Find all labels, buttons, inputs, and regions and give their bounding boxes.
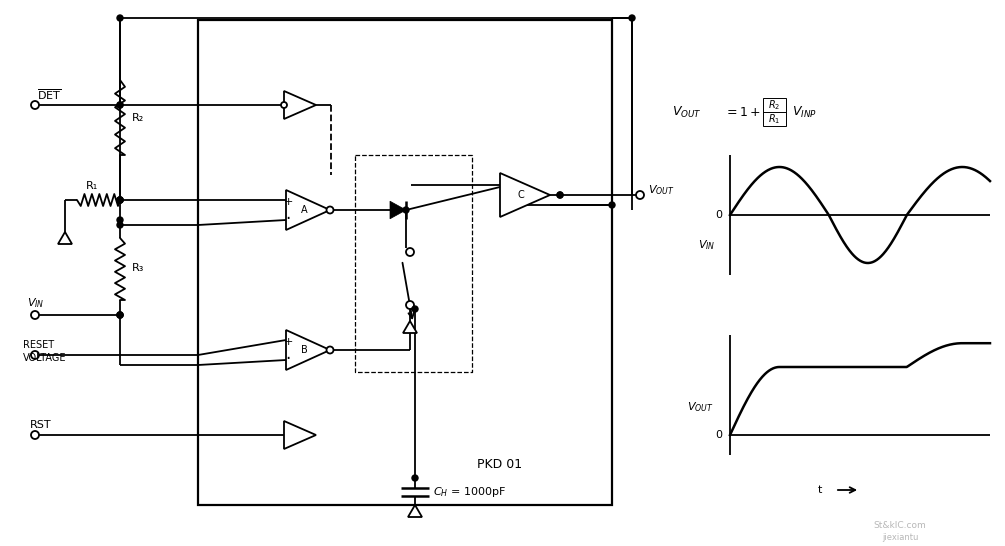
- Text: R₁: R₁: [85, 181, 98, 191]
- Text: RESET: RESET: [23, 340, 54, 350]
- Text: $V_{IN}$: $V_{IN}$: [698, 238, 716, 252]
- Circle shape: [609, 202, 615, 208]
- Circle shape: [117, 15, 123, 21]
- Circle shape: [117, 222, 123, 228]
- Text: $R_1$: $R_1$: [768, 112, 780, 126]
- Text: A: A: [300, 205, 308, 215]
- Polygon shape: [286, 190, 330, 230]
- Circle shape: [406, 301, 414, 309]
- Text: $V_{OUT}$: $V_{OUT}$: [672, 104, 701, 120]
- Circle shape: [281, 102, 287, 108]
- Text: R₂: R₂: [132, 113, 145, 123]
- Text: ·: ·: [285, 350, 290, 368]
- Text: 0: 0: [715, 210, 722, 220]
- Polygon shape: [500, 173, 550, 217]
- Circle shape: [117, 197, 123, 203]
- Circle shape: [117, 102, 123, 108]
- Text: St&kIC.com: St&kIC.com: [873, 520, 927, 530]
- Polygon shape: [390, 201, 406, 219]
- Text: $V_{OUT}$: $V_{OUT}$: [648, 183, 674, 197]
- Text: jiexiantu: jiexiantu: [881, 532, 919, 542]
- Polygon shape: [408, 505, 422, 517]
- Text: $= 1 + $: $= 1 + $: [724, 105, 761, 118]
- Text: 0: 0: [715, 430, 722, 440]
- Text: +: +: [283, 197, 292, 207]
- Text: C: C: [518, 190, 525, 200]
- Circle shape: [117, 102, 123, 108]
- Polygon shape: [284, 421, 316, 449]
- Text: RST: RST: [30, 420, 51, 430]
- Bar: [763, 98, 786, 126]
- Text: B: B: [300, 345, 308, 355]
- Circle shape: [557, 192, 563, 198]
- Circle shape: [117, 312, 123, 318]
- Circle shape: [406, 248, 414, 256]
- Circle shape: [31, 351, 39, 359]
- Circle shape: [403, 207, 409, 213]
- Text: $R_2$: $R_2$: [768, 98, 780, 112]
- Circle shape: [327, 206, 334, 213]
- Circle shape: [31, 101, 39, 109]
- Text: $V_{INP}$: $V_{INP}$: [792, 104, 817, 120]
- Text: VOLTAGE: VOLTAGE: [23, 353, 66, 363]
- Text: 杭州将累科技有限公司: 杭州将累科技有限公司: [359, 271, 466, 289]
- Text: $V_{OUT}$: $V_{OUT}$: [687, 400, 714, 414]
- Circle shape: [412, 475, 418, 481]
- Circle shape: [117, 197, 123, 203]
- Polygon shape: [284, 91, 316, 119]
- Text: PKD 01: PKD 01: [477, 459, 523, 472]
- Text: t: t: [818, 485, 822, 495]
- Circle shape: [412, 306, 418, 312]
- Text: $V_{IN}$: $V_{IN}$: [27, 296, 44, 310]
- Text: ·: ·: [285, 210, 290, 228]
- Text: $C_H$ = 1000pF: $C_H$ = 1000pF: [433, 485, 507, 499]
- Polygon shape: [403, 321, 417, 333]
- Text: +: +: [283, 337, 292, 347]
- Polygon shape: [286, 330, 330, 370]
- Text: $\overline{\rm DET}$: $\overline{\rm DET}$: [37, 88, 61, 102]
- Circle shape: [31, 311, 39, 319]
- Circle shape: [636, 191, 644, 199]
- Circle shape: [117, 197, 123, 203]
- Circle shape: [557, 192, 563, 198]
- Circle shape: [327, 347, 334, 353]
- Circle shape: [117, 217, 123, 223]
- Circle shape: [117, 197, 123, 203]
- Circle shape: [117, 312, 123, 318]
- Circle shape: [629, 15, 635, 21]
- Circle shape: [31, 431, 39, 439]
- Circle shape: [117, 312, 123, 318]
- Text: R₃: R₃: [132, 263, 145, 273]
- Bar: [198, 20, 612, 505]
- Polygon shape: [58, 232, 72, 244]
